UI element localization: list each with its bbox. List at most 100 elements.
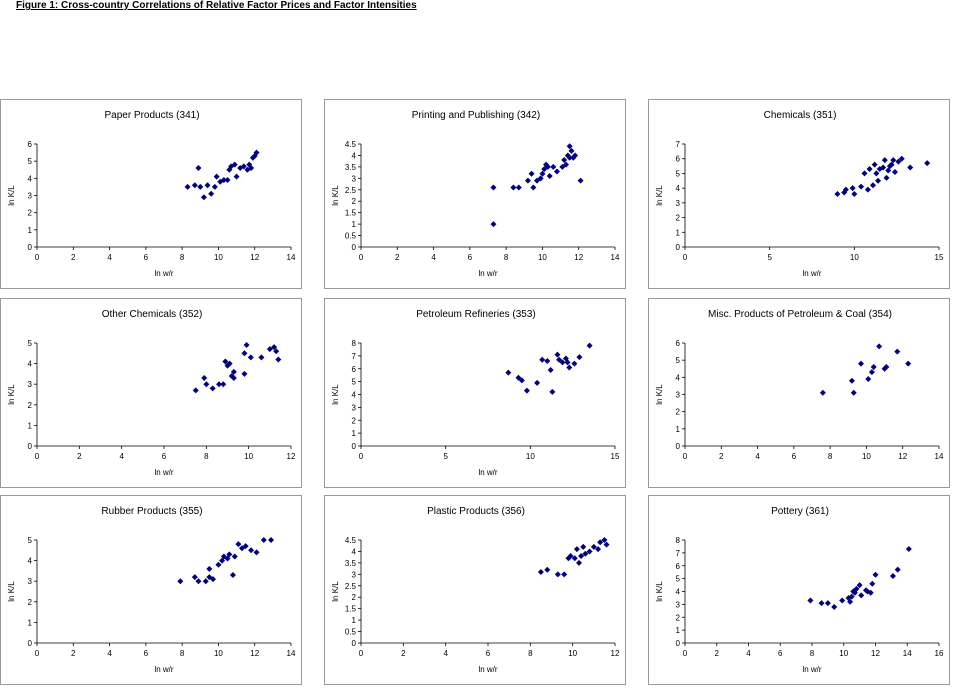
x-tick-label: 6 <box>162 452 167 461</box>
x-tick-label: 8 <box>528 649 533 658</box>
y-tick-label: 0 <box>676 243 681 252</box>
data-point <box>580 543 587 550</box>
data-point <box>200 194 207 201</box>
chart-svg: Rubber Products (355)0 2 4 6 8 10 12 14012345ln… <box>7 506 296 674</box>
data-point <box>603 541 610 548</box>
data-point <box>235 541 242 548</box>
chart-svg: Printing and Publishing (342)0 2 4 6 8 10 12 14… <box>331 110 620 278</box>
x-tick-label: 10 <box>526 452 535 461</box>
data-point <box>868 369 875 376</box>
data-point <box>539 170 546 177</box>
x-tick-label: 14 <box>287 253 296 262</box>
x-tick-label: 10 <box>839 649 848 658</box>
data-point <box>824 600 831 607</box>
y-tick-label: 5 <box>28 536 33 545</box>
x-tick-label: 8 <box>810 649 815 658</box>
data-point <box>578 553 585 560</box>
y-axis-label: ln K/L <box>7 185 16 206</box>
data-point <box>894 566 901 573</box>
data-point <box>539 356 546 363</box>
x-tick-label: 6 <box>778 649 783 658</box>
x-tick-label: 4 <box>443 649 448 658</box>
y-tick-label: 4 <box>352 391 357 400</box>
x-tick-label: 8 <box>828 452 833 461</box>
x-axis-label: ln w/r <box>154 665 173 674</box>
data-point <box>554 571 561 578</box>
data-point <box>177 578 184 585</box>
x-tick-label: 2 <box>715 649 720 658</box>
data-point <box>850 389 857 396</box>
y-tick-label: 1.5 <box>345 605 357 614</box>
data-point <box>554 351 561 358</box>
y-tick-label: 1 <box>352 220 357 229</box>
data-point <box>505 369 512 376</box>
x-tick-label: 2 <box>77 452 82 461</box>
y-tick-label: 4 <box>28 174 33 183</box>
y-tick-label: 8 <box>676 536 681 545</box>
data-point <box>848 593 855 600</box>
y-tick-label: 3.5 <box>345 163 357 172</box>
data-point <box>924 160 931 167</box>
data-point <box>876 343 883 350</box>
y-tick-label: 5 <box>28 157 33 166</box>
y-tick-label: 3.5 <box>345 559 357 568</box>
x-tick-label: 6 <box>792 452 797 461</box>
data-point <box>586 548 593 555</box>
data-point <box>195 165 202 172</box>
data-point <box>561 157 568 164</box>
data-point <box>853 585 860 592</box>
y-tick-label: 6 <box>28 140 33 149</box>
data-point <box>544 163 551 170</box>
chart-title: Chemicals (351) <box>764 110 837 121</box>
data-point <box>894 348 901 355</box>
x-tick-label: 12 <box>250 649 259 658</box>
x-tick-label: 5 <box>443 452 448 461</box>
y-tick-label: 0.5 <box>345 232 357 241</box>
data-point <box>867 589 874 596</box>
y-axis-label: ln K/L <box>655 384 664 405</box>
data-point <box>571 360 578 367</box>
data-point <box>209 385 216 392</box>
y-tick-label: 4 <box>28 557 33 566</box>
data-point <box>184 183 191 190</box>
y-tick-label: 3 <box>352 174 357 183</box>
data-point <box>246 161 253 168</box>
x-axis-label: ln w/r <box>802 665 821 674</box>
chart-panel: Other Chemicals (352) 0 2 4 6 8 10 12 0 1 2 3 4 5 ln w… <box>0 298 302 488</box>
y-tick-label: 4.5 <box>345 536 357 545</box>
y-tick-label: 0 <box>352 442 357 451</box>
x-axis-label: ln w/r <box>478 665 497 674</box>
data-point <box>530 184 537 191</box>
x-tick-label: 4 <box>746 649 751 658</box>
x-tick-label: 4 <box>107 253 112 262</box>
y-tick-label: 4.5 <box>345 140 357 149</box>
data-point <box>260 537 267 543</box>
y-tick-label: 7 <box>676 140 681 149</box>
chart-panel: Plastic Products (356) 0 2 4 6 8 10 12 0 0.5 1 1.5 2… <box>324 495 626 685</box>
data-point <box>241 370 248 377</box>
y-tick-label: 1 <box>352 616 357 625</box>
data-point <box>601 537 608 543</box>
data-point <box>230 368 237 375</box>
data-point <box>546 173 553 180</box>
data-point <box>537 569 544 576</box>
chart-title: Misc. Products of Petroleum & Coal (354) <box>708 309 892 320</box>
data-point <box>871 161 878 168</box>
data-point <box>880 164 887 171</box>
data-point <box>515 184 522 191</box>
x-tick-label: 4 <box>119 452 124 461</box>
data-point <box>217 178 224 185</box>
x-tick-label: 8 <box>504 253 509 262</box>
x-tick-label: 0 <box>359 649 364 658</box>
data-point <box>861 170 868 177</box>
data-point <box>220 177 227 184</box>
y-tick-label: 0 <box>676 639 681 648</box>
y-tick-label: 1 <box>676 425 681 434</box>
data-point <box>888 161 895 168</box>
x-tick-label: 15 <box>935 253 944 262</box>
x-tick-label: 6 <box>468 253 473 262</box>
x-tick-label: 2 <box>395 253 400 262</box>
chart-title: Petroleum Refineries (353) <box>416 309 536 320</box>
y-tick-label: 6 <box>676 339 681 348</box>
x-tick-label: 8 <box>180 649 185 658</box>
